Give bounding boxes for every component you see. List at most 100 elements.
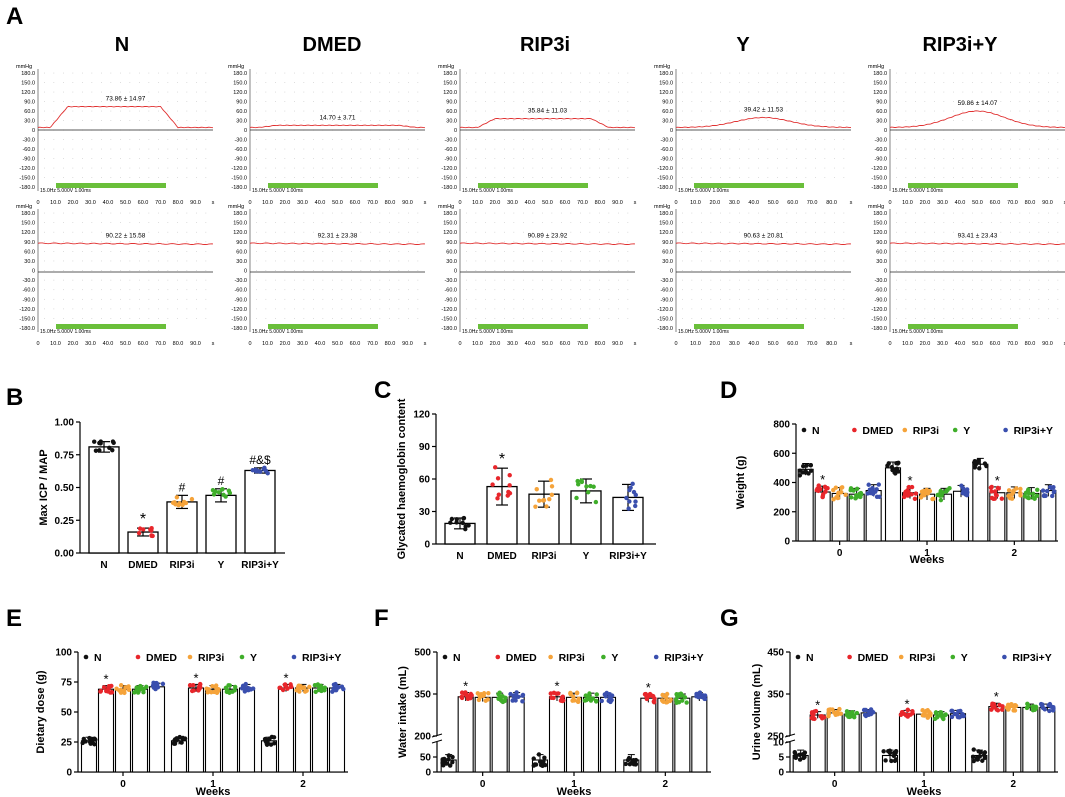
grid-dot (1048, 222, 1049, 223)
grid-dot (618, 279, 619, 281)
grid-dot (729, 308, 731, 310)
x-tick-label: 0 (248, 200, 251, 206)
grid-dot (485, 139, 486, 140)
grid-dot (580, 139, 581, 140)
grid-dot (389, 148, 390, 150)
grid-dot (158, 231, 159, 233)
grid-dot (1029, 318, 1030, 319)
data-point (1017, 490, 1023, 496)
grid-dot (991, 82, 992, 83)
grid-dot (786, 148, 788, 150)
grid-dot (360, 177, 362, 178)
data-point (271, 735, 277, 740)
grid-dot (129, 72, 131, 74)
grid-dot (1048, 241, 1049, 243)
data-point (226, 488, 232, 493)
grid-dot (767, 177, 769, 178)
stim-bar (268, 324, 378, 329)
grid-dot (332, 222, 333, 223)
grid-dot (627, 222, 629, 223)
grid-dot (542, 260, 543, 262)
bar-y-week-1 (935, 493, 953, 542)
significance-mark: * (995, 473, 1000, 488)
grid-dot (682, 308, 683, 310)
grid-dot (332, 251, 333, 252)
grid-dot (322, 139, 324, 140)
grid-dot (843, 289, 845, 291)
grid-dot (729, 167, 731, 169)
data-point (1051, 706, 1056, 711)
grid-dot (72, 110, 74, 112)
y-tick-label: 1.00 (55, 418, 75, 429)
grid-dot (710, 298, 712, 300)
grid-dot (332, 279, 333, 281)
significance-mark: # (218, 474, 225, 488)
grid-dot (398, 222, 400, 223)
y-tick-label: -120.0 (657, 166, 673, 172)
grid-dot (1019, 308, 1021, 310)
grid-dot (1057, 251, 1059, 252)
grid-dot (972, 270, 973, 271)
grid-dot (934, 231, 935, 233)
grid-dot (148, 270, 150, 271)
grid-dot (924, 318, 926, 319)
grid-dot (101, 241, 102, 243)
grid-dot (1029, 231, 1030, 233)
grid-dot (485, 260, 486, 262)
grid-dot (1029, 82, 1030, 83)
grid-dot (1038, 241, 1040, 243)
grid-dot (739, 110, 740, 112)
grid-dot (570, 167, 572, 169)
data-point (977, 466, 982, 471)
grid-dot (542, 222, 543, 223)
grid-dot (981, 289, 983, 291)
x-tick-label: 10.0 (262, 200, 273, 206)
grid-dot (398, 279, 400, 281)
grid-dot (599, 298, 600, 300)
data-point (181, 499, 187, 505)
data-point (584, 484, 589, 489)
grid-dot (981, 120, 983, 121)
grid-dot (485, 289, 486, 291)
grid-dot (186, 82, 188, 83)
grid-dot (341, 308, 343, 310)
grid-dot (1048, 167, 1049, 169)
grid-dot (44, 139, 45, 140)
grid-dot (44, 279, 45, 281)
x-tick-label: 10.0 (690, 341, 701, 347)
data-point (507, 472, 512, 478)
grid-dot (466, 158, 467, 159)
grid-dot (580, 308, 581, 310)
grid-dot (815, 167, 816, 169)
grid-dot (485, 241, 486, 243)
grid-dot (398, 82, 400, 83)
grid-dot (561, 222, 562, 223)
grid-dot (924, 167, 926, 169)
grid-dot (896, 91, 897, 93)
bar-rip3iy-week-0 (860, 712, 877, 773)
grid-dot (120, 308, 121, 310)
grid-dot (748, 82, 750, 83)
legend-label-dmed: DMED (506, 652, 537, 664)
grid-dot (513, 72, 515, 74)
legend-label-rip3iy: RIP3i+Y (302, 652, 341, 664)
legend-marker (847, 654, 852, 660)
data-point (933, 710, 939, 715)
grid-dot (101, 110, 102, 112)
grid-dot (341, 139, 343, 140)
grid-dot (532, 91, 534, 93)
grid-dot (720, 139, 721, 140)
grid-dot (551, 231, 553, 233)
grid-dot (167, 260, 169, 262)
grid-dot (72, 212, 74, 214)
data-point (444, 761, 449, 766)
grid-dot (599, 82, 600, 83)
grid-dot (1019, 260, 1021, 262)
grid-dot (805, 158, 807, 159)
grid-dot (494, 101, 496, 102)
grid-dot (72, 270, 74, 271)
data-point (874, 487, 879, 492)
grid-dot (63, 289, 64, 291)
y-tick-label: 30 (419, 507, 431, 518)
